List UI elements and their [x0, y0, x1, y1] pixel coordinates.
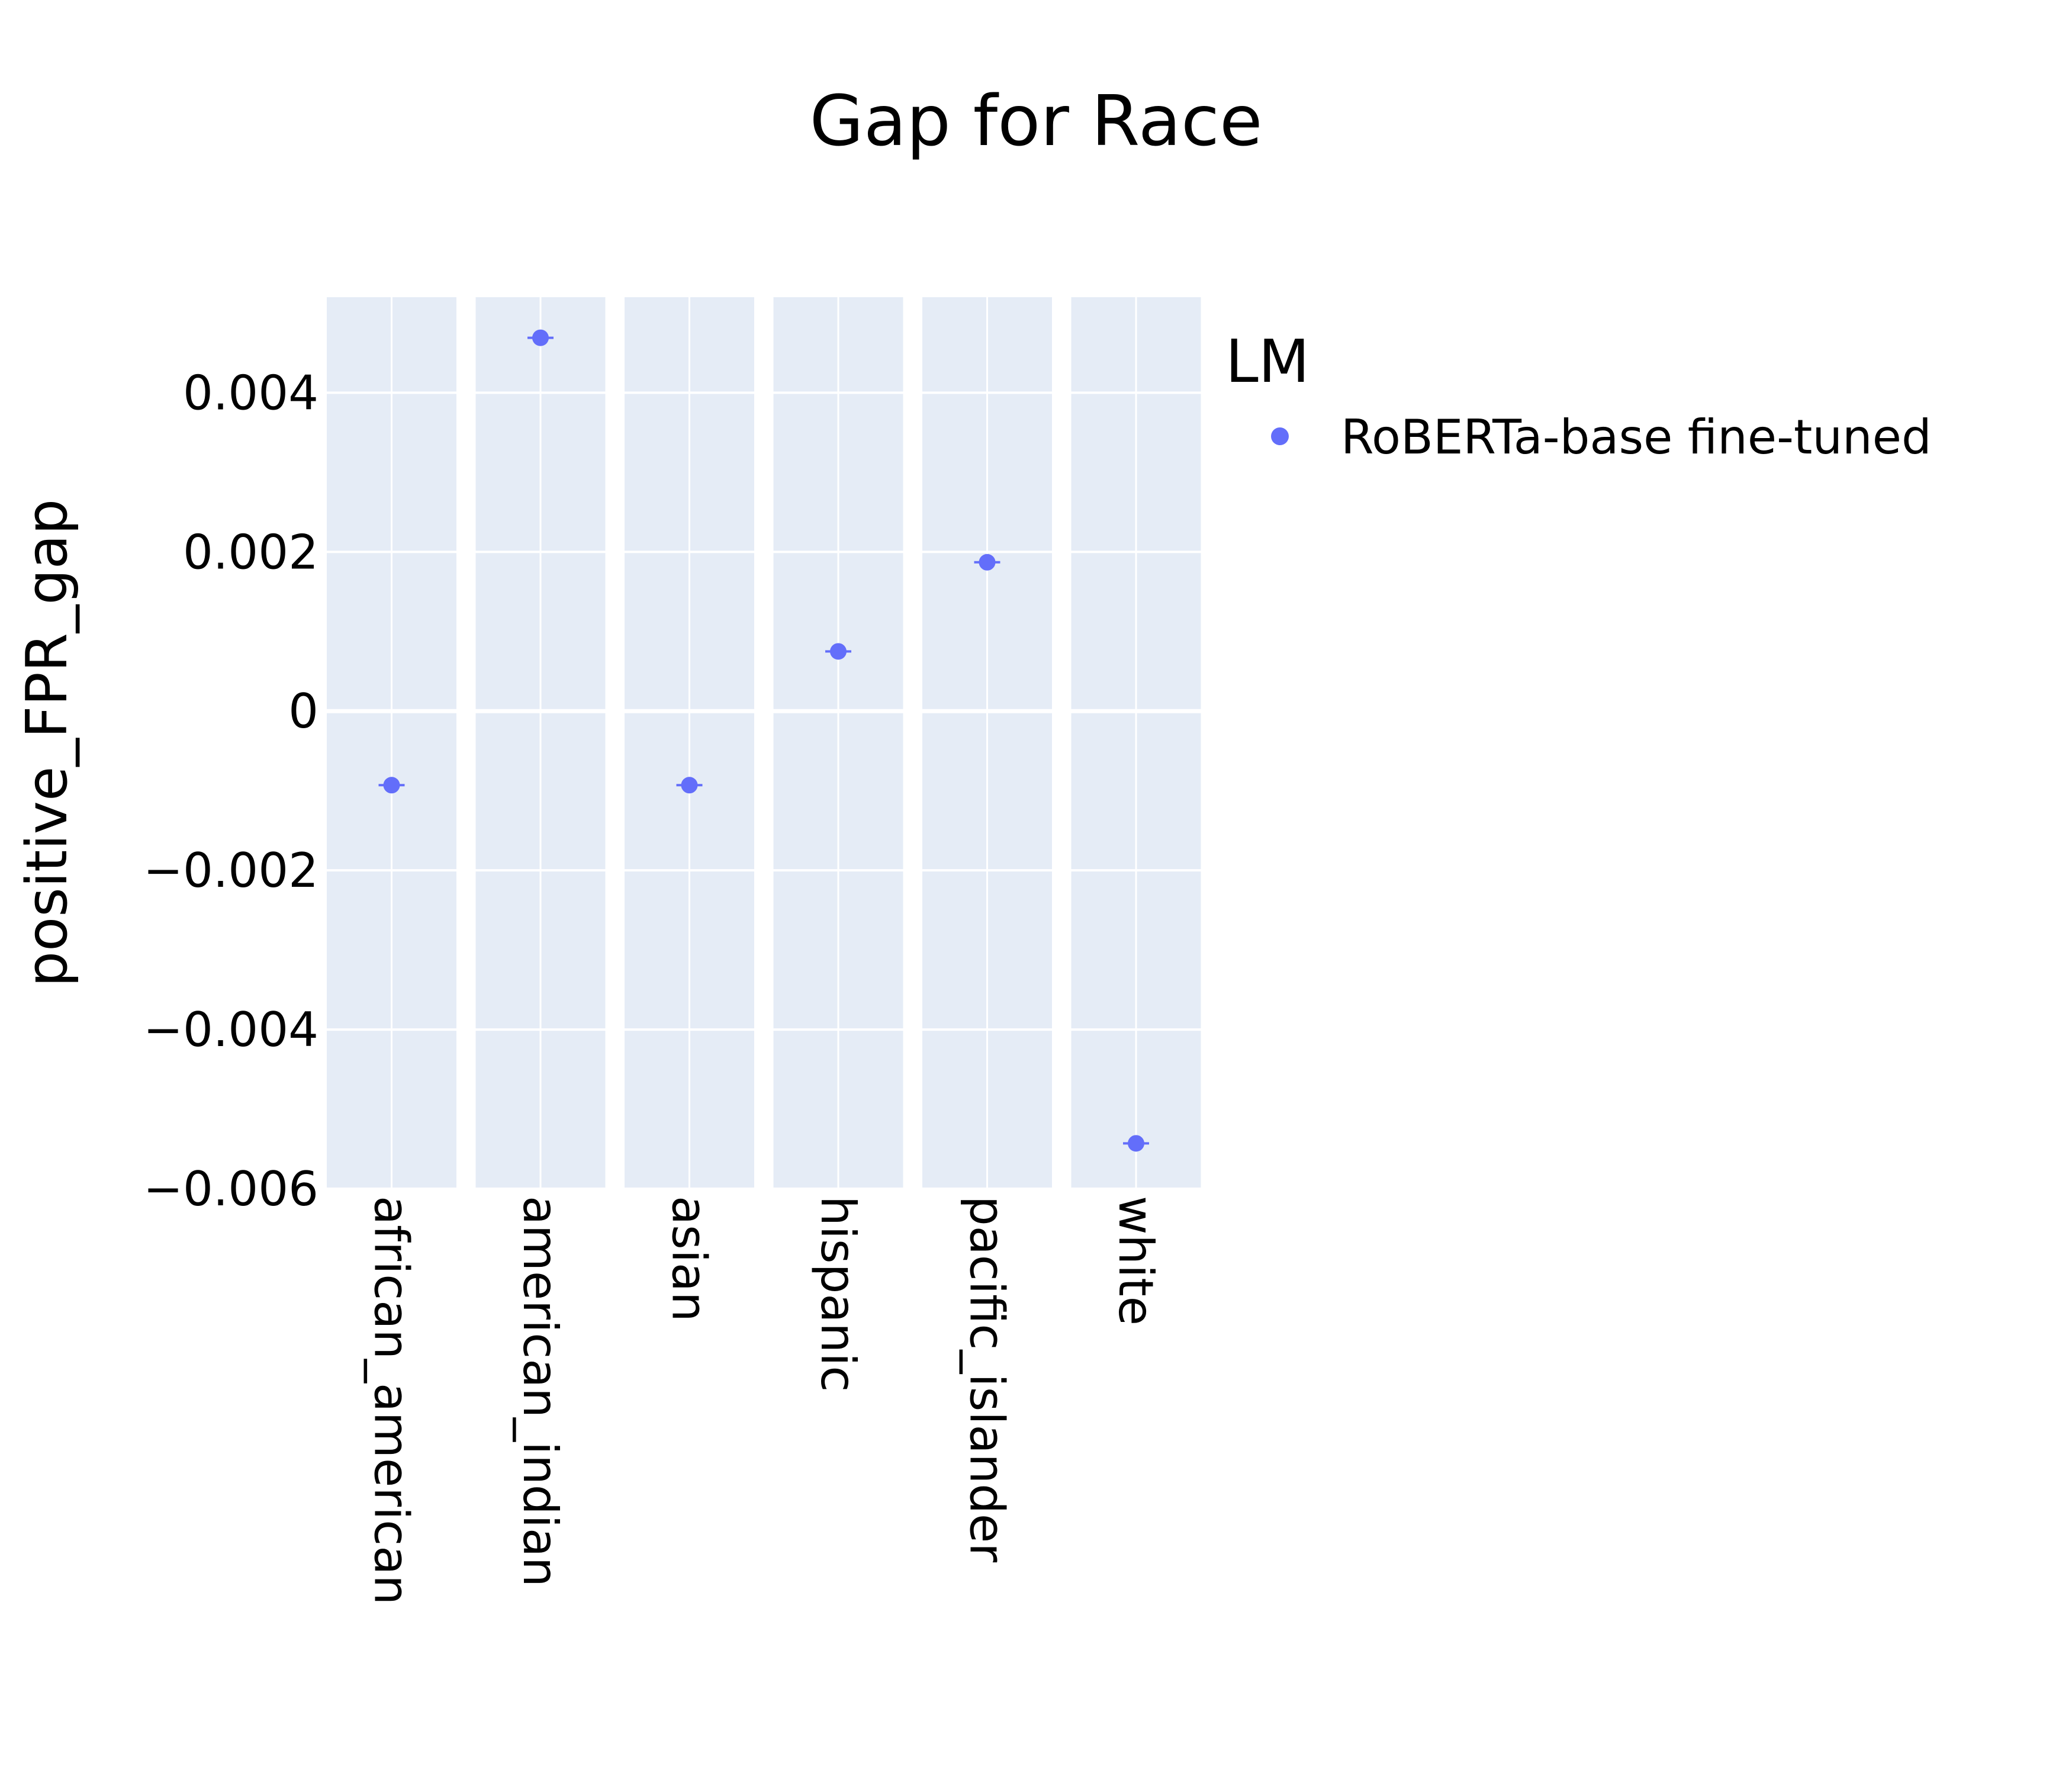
- category-label-african_american: african_american: [364, 1196, 419, 1605]
- y-tick-label: 0.004: [183, 365, 318, 420]
- legend-item-label: RoBERTa-base fine-tuned: [1341, 410, 1932, 465]
- data-point-african_american: [383, 777, 400, 794]
- data-point-american_indian: [532, 329, 549, 346]
- y-axis-title: positive_FPR_gap: [15, 499, 80, 987]
- legend: LM RoBERTa-base fine-tuned: [1225, 327, 1932, 465]
- data-points: [378, 329, 1149, 1152]
- category-label-pacific_islander: pacific_islander: [960, 1196, 1015, 1562]
- legend-marker: [1271, 427, 1289, 445]
- data-point-pacific_islander: [979, 554, 996, 571]
- category-label-asian: asian: [662, 1196, 717, 1322]
- y-tick-label: 0: [288, 684, 318, 739]
- category-label-american_indian: american_indian: [513, 1196, 568, 1587]
- y-tick-label: −0.002: [143, 843, 318, 898]
- y-tick-label: −0.006: [143, 1162, 318, 1217]
- category-label-white: white: [1108, 1196, 1163, 1325]
- gridlines: [327, 297, 1201, 1190]
- data-point-hispanic: [830, 643, 847, 660]
- category-labels: african_american american_indian asian hisp…: [364, 1196, 1164, 1605]
- facet-panels: [327, 297, 1201, 1189]
- data-point-white: [1128, 1135, 1144, 1152]
- y-tick-label: 0.002: [183, 525, 318, 580]
- chart-title: Gap for Race: [809, 80, 1262, 162]
- category-label-hispanic: hispanic: [810, 1196, 866, 1392]
- y-tick-label: −0.004: [143, 1002, 318, 1057]
- legend-title: LM: [1225, 327, 1310, 396]
- data-point-asian: [681, 777, 698, 794]
- y-tick-labels: 0.004 0.002 0 −0.002 −0.004 −0.006: [143, 365, 318, 1217]
